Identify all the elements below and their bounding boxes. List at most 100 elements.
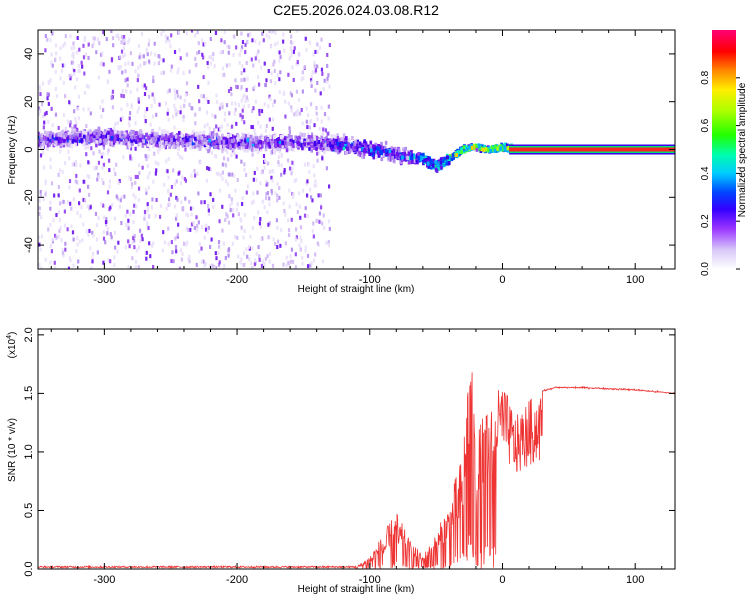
heatmap-cell xyxy=(285,148,289,153)
heatmap-cell xyxy=(176,89,179,94)
heatmap-cell xyxy=(375,146,379,151)
heatmap-cell xyxy=(39,108,42,113)
heatmap-cell xyxy=(250,200,253,205)
heatmap-cell xyxy=(306,193,309,198)
heatmap-cell xyxy=(134,259,138,264)
heatmap-cell xyxy=(241,95,244,100)
heatmap-cell xyxy=(49,135,52,140)
heatmap-cell xyxy=(244,172,248,177)
heatmap-cell xyxy=(263,102,266,107)
heatmap-cell xyxy=(338,142,342,147)
heatmap-cell xyxy=(180,140,184,145)
heatmap-cell xyxy=(259,181,262,186)
heatmap-cell xyxy=(276,73,279,78)
heatmap-cell xyxy=(143,114,146,119)
heatmap-cell xyxy=(370,151,373,156)
heatmap-cell xyxy=(253,216,256,221)
heatmap-cell xyxy=(276,146,280,151)
heatmap-cell xyxy=(315,141,319,146)
heatmap-cell xyxy=(210,135,213,140)
heatmap-cell xyxy=(288,188,291,193)
heatmap-cell xyxy=(257,120,260,125)
heatmap-cell xyxy=(336,150,340,155)
heatmap-cell xyxy=(52,218,55,223)
heatmap-cell xyxy=(342,133,346,138)
heatmap-cell xyxy=(387,156,391,161)
heatmap-cell xyxy=(75,127,79,132)
heatmap-cell xyxy=(155,168,158,173)
heatmap-cell xyxy=(137,65,140,70)
heatmap-cell xyxy=(129,51,132,56)
heatmap-cell xyxy=(40,138,43,143)
heatmap-cell xyxy=(74,124,77,129)
heatmap-cell xyxy=(144,109,147,114)
heatmap-cell xyxy=(76,210,79,215)
heatmap-cell xyxy=(176,140,180,145)
heatmap-cell xyxy=(377,152,381,157)
heatmap-cell xyxy=(63,223,67,228)
heatmap-cell xyxy=(276,193,279,198)
heatmap-cell xyxy=(222,139,226,144)
heatmap-cell xyxy=(213,137,217,142)
heatmap-cell xyxy=(66,135,70,140)
heatmap-cell xyxy=(493,148,497,153)
heatmap-cell xyxy=(221,73,224,78)
heatmap-cell xyxy=(358,150,362,155)
heatmap-cell xyxy=(223,137,227,142)
heatmap-cell xyxy=(97,128,101,133)
heatmap-cell xyxy=(288,136,292,141)
snr-frame xyxy=(37,328,676,570)
heatmap-cell xyxy=(83,90,87,95)
heatmap-cell xyxy=(434,160,437,165)
heatmap-cell xyxy=(237,254,240,259)
heatmap-cell xyxy=(265,179,268,184)
heatmap-cell xyxy=(170,33,173,38)
y-tick-label: -40 xyxy=(23,237,35,253)
heatmap-cell xyxy=(448,156,451,161)
heatmap-cell xyxy=(422,158,426,163)
heatmap-cell xyxy=(271,117,275,122)
heatmap-cell xyxy=(202,259,205,264)
heatmap-cell xyxy=(54,140,58,145)
heatmap-cell xyxy=(136,109,139,114)
heatmap-cell xyxy=(401,155,404,160)
heatmap-cell xyxy=(68,140,72,145)
heatmap-cell xyxy=(69,134,72,139)
heatmap-cell xyxy=(242,142,245,147)
heatmap-cell xyxy=(99,105,102,110)
heatmap-cell xyxy=(244,133,247,138)
y-tick-label: 20 xyxy=(23,96,35,108)
heatmap-cell xyxy=(277,155,280,160)
heatmap-cell xyxy=(285,263,288,268)
heatmap-cell xyxy=(128,244,131,249)
heatmap-cell xyxy=(185,212,188,217)
heatmap-cell xyxy=(364,142,368,147)
heatmap-cell xyxy=(223,40,226,45)
heatmap-cell xyxy=(47,79,50,84)
heatmap-cell xyxy=(54,112,58,117)
heatmap-cell xyxy=(263,61,266,66)
heatmap-cell xyxy=(123,194,126,199)
heatmap-cell xyxy=(271,178,274,183)
heatmap-cell xyxy=(198,242,201,247)
heatmap-cell xyxy=(82,55,86,60)
heatmap-cell xyxy=(61,63,65,68)
heatmap-cell xyxy=(177,137,180,142)
heatmap-cell xyxy=(136,78,139,83)
heatmap-cell xyxy=(54,58,57,63)
heatmap-cell xyxy=(102,162,105,167)
heatmap-cell xyxy=(78,47,81,52)
heatmap-cell xyxy=(104,222,108,227)
heatmap-cell xyxy=(295,202,298,207)
heatmap-cell xyxy=(133,238,136,243)
heatmap-cell xyxy=(72,237,75,242)
spectrogram-x-label: Height of straight line (km) xyxy=(298,284,415,295)
heatmap-cell xyxy=(443,160,447,165)
heatmap-cell xyxy=(124,62,127,67)
heatmap-cell xyxy=(294,110,298,115)
heatmap-cell xyxy=(44,179,47,184)
heatmap-cell xyxy=(283,48,286,53)
heatmap-cell xyxy=(303,213,307,218)
heatmap-cell xyxy=(145,250,148,255)
heatmap-cell xyxy=(211,56,214,61)
